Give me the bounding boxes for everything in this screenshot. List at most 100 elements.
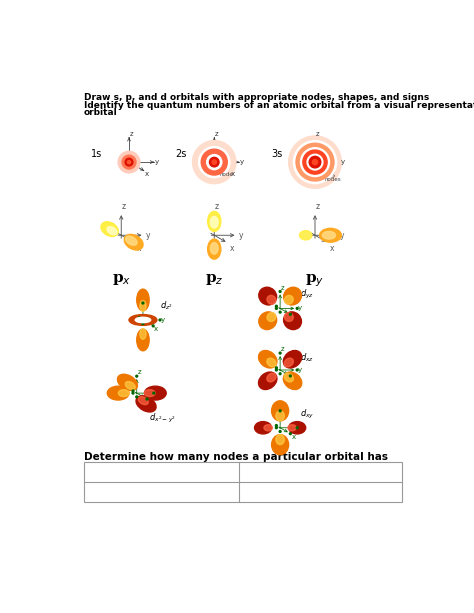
Circle shape (309, 156, 321, 168)
Text: z: z (144, 296, 147, 302)
Circle shape (132, 390, 134, 392)
Text: $d_{x^2-y^2}$: $d_{x^2-y^2}$ (149, 411, 176, 425)
Ellipse shape (267, 313, 276, 321)
Ellipse shape (140, 300, 146, 311)
Circle shape (296, 143, 334, 181)
Circle shape (296, 427, 298, 428)
Text: y: y (298, 367, 302, 373)
Circle shape (275, 369, 277, 371)
Ellipse shape (137, 289, 149, 311)
Text: $d_{xz}$: $d_{xz}$ (300, 352, 314, 364)
Circle shape (132, 392, 134, 394)
Circle shape (279, 311, 281, 313)
Text: y: y (240, 159, 244, 165)
Text: x: x (148, 400, 152, 405)
Ellipse shape (267, 358, 276, 367)
Circle shape (307, 154, 323, 170)
Text: z: z (137, 370, 141, 375)
Circle shape (275, 427, 277, 428)
Ellipse shape (258, 372, 277, 389)
Ellipse shape (129, 314, 157, 326)
Text: x: x (155, 326, 158, 332)
Circle shape (118, 151, 140, 173)
Circle shape (142, 302, 144, 304)
Text: y: y (341, 159, 345, 165)
Text: y: y (146, 230, 151, 240)
Circle shape (279, 373, 281, 375)
Text: x: x (292, 314, 296, 321)
Text: x: x (331, 171, 335, 177)
Text: y: y (161, 317, 165, 323)
Ellipse shape (208, 239, 221, 259)
Circle shape (199, 147, 230, 178)
Text: z: z (130, 131, 133, 137)
Circle shape (290, 313, 292, 315)
Ellipse shape (145, 390, 155, 397)
Text: z: z (316, 131, 319, 137)
Ellipse shape (124, 234, 143, 250)
Text: orbital: orbital (84, 109, 118, 117)
Text: y: y (155, 390, 159, 396)
Circle shape (192, 140, 236, 184)
Circle shape (312, 159, 318, 165)
Ellipse shape (259, 312, 277, 330)
Circle shape (293, 140, 337, 183)
Ellipse shape (118, 390, 129, 397)
Circle shape (279, 291, 281, 292)
Ellipse shape (101, 222, 118, 237)
Circle shape (290, 433, 292, 435)
Text: y: y (340, 230, 344, 240)
Text: node: node (219, 172, 233, 177)
Circle shape (290, 375, 292, 377)
Circle shape (275, 308, 277, 310)
Text: p$_x$: p$_x$ (112, 272, 131, 287)
Text: nodes: nodes (324, 177, 341, 181)
Ellipse shape (283, 351, 302, 368)
Ellipse shape (107, 386, 129, 400)
Text: 2s: 2s (175, 150, 186, 159)
Text: z: z (122, 202, 126, 211)
Ellipse shape (137, 329, 149, 351)
Circle shape (212, 160, 217, 164)
Text: # of angular nodes: # of angular nodes (88, 487, 175, 496)
Text: 1s: 1s (91, 150, 103, 159)
Text: Draw s, p, and d orbitals with appropriate nodes, shapes, and signs: Draw s, p, and d orbitals with appropria… (84, 93, 429, 102)
Ellipse shape (125, 381, 135, 390)
Circle shape (136, 375, 137, 377)
Circle shape (303, 150, 327, 174)
Circle shape (128, 161, 130, 164)
Circle shape (125, 158, 133, 166)
Ellipse shape (264, 425, 273, 431)
Ellipse shape (107, 227, 117, 235)
Ellipse shape (272, 435, 289, 455)
Ellipse shape (140, 329, 146, 340)
Circle shape (279, 352, 281, 354)
Text: z: z (215, 131, 219, 137)
Ellipse shape (258, 351, 277, 368)
Text: z: z (281, 404, 284, 410)
Ellipse shape (255, 422, 272, 434)
Ellipse shape (208, 211, 221, 232)
Circle shape (296, 369, 298, 371)
Text: y: y (155, 159, 159, 165)
Circle shape (296, 308, 298, 310)
Ellipse shape (276, 435, 284, 444)
Text: # of radial nodes: # of radial nodes (88, 467, 166, 476)
Ellipse shape (300, 230, 312, 240)
Ellipse shape (126, 236, 137, 245)
Circle shape (142, 323, 144, 325)
Text: Determine how many nodes a particular orbital has: Determine how many nodes a particular or… (84, 452, 388, 462)
Text: y: y (298, 425, 302, 431)
Text: x: x (292, 434, 296, 440)
Circle shape (138, 317, 140, 319)
Circle shape (207, 154, 222, 170)
Text: y: y (239, 230, 244, 240)
Ellipse shape (283, 372, 302, 389)
Text: x: x (229, 244, 234, 253)
Ellipse shape (284, 295, 293, 304)
Text: x: x (230, 171, 235, 177)
Text: (n- ℓ)-1: (n- ℓ)-1 (243, 467, 274, 476)
Ellipse shape (210, 243, 218, 254)
Text: $d_{z^2}$: $d_{z^2}$ (160, 299, 173, 312)
Circle shape (275, 425, 277, 427)
